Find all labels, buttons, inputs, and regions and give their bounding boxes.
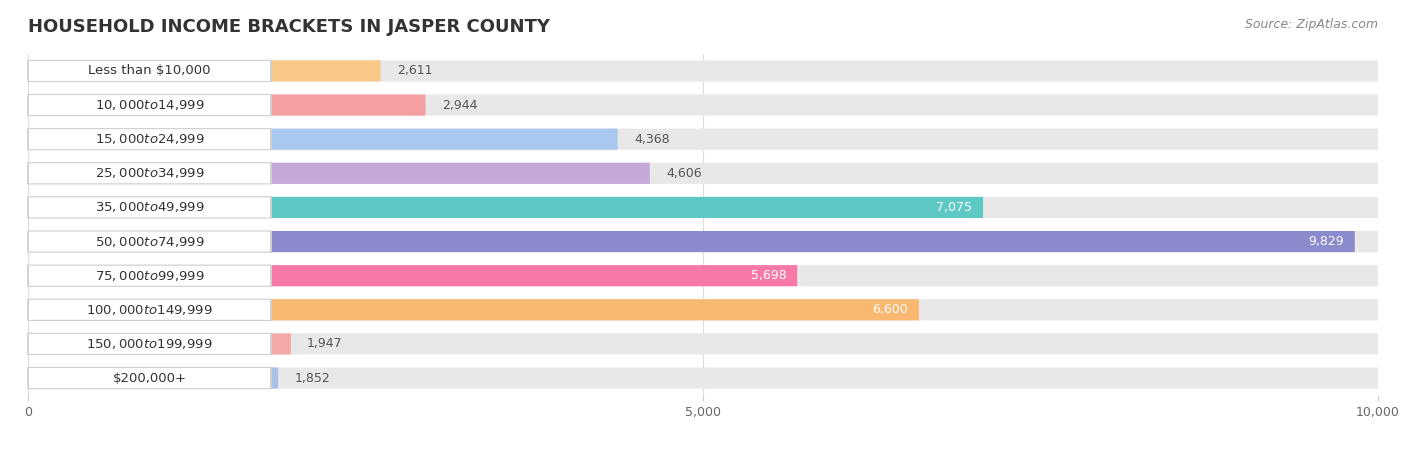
Text: 5,698: 5,698 [751,269,786,282]
FancyBboxPatch shape [28,367,1378,389]
FancyBboxPatch shape [28,299,271,321]
FancyBboxPatch shape [28,163,650,184]
FancyBboxPatch shape [28,128,1378,150]
FancyBboxPatch shape [28,367,278,389]
FancyBboxPatch shape [28,94,426,116]
Text: Source: ZipAtlas.com: Source: ZipAtlas.com [1244,18,1378,31]
Text: $75,000 to $99,999: $75,000 to $99,999 [94,269,204,283]
FancyBboxPatch shape [28,265,1378,286]
FancyBboxPatch shape [28,197,271,218]
FancyBboxPatch shape [28,128,617,150]
Text: $15,000 to $24,999: $15,000 to $24,999 [94,132,204,146]
Text: 1,852: 1,852 [294,372,330,384]
FancyBboxPatch shape [28,333,291,355]
FancyBboxPatch shape [28,231,1378,252]
Text: $100,000 to $149,999: $100,000 to $149,999 [86,303,212,317]
FancyBboxPatch shape [28,128,271,150]
FancyBboxPatch shape [28,231,1355,252]
Text: 4,606: 4,606 [666,167,702,180]
Text: $150,000 to $199,999: $150,000 to $199,999 [86,337,212,351]
Text: $200,000+: $200,000+ [112,372,187,384]
Text: 6,600: 6,600 [872,304,908,316]
FancyBboxPatch shape [28,265,797,286]
FancyBboxPatch shape [28,163,271,184]
FancyBboxPatch shape [28,299,920,321]
Text: 9,829: 9,829 [1309,235,1344,248]
Text: 4,368: 4,368 [634,133,669,145]
FancyBboxPatch shape [28,367,271,389]
Text: 1,947: 1,947 [307,338,343,350]
Text: Less than $10,000: Less than $10,000 [89,65,211,77]
FancyBboxPatch shape [28,299,1378,321]
Text: $25,000 to $34,999: $25,000 to $34,999 [94,166,204,180]
FancyBboxPatch shape [28,60,271,82]
FancyBboxPatch shape [28,94,271,116]
FancyBboxPatch shape [28,197,1378,218]
Text: $50,000 to $74,999: $50,000 to $74,999 [94,234,204,249]
Text: 2,611: 2,611 [396,65,432,77]
Text: $35,000 to $49,999: $35,000 to $49,999 [94,200,204,215]
FancyBboxPatch shape [28,163,1378,184]
FancyBboxPatch shape [28,94,1378,116]
Text: HOUSEHOLD INCOME BRACKETS IN JASPER COUNTY: HOUSEHOLD INCOME BRACKETS IN JASPER COUN… [28,18,550,36]
FancyBboxPatch shape [28,265,271,286]
FancyBboxPatch shape [28,60,1378,82]
Text: 7,075: 7,075 [936,201,973,214]
FancyBboxPatch shape [28,60,381,82]
FancyBboxPatch shape [28,333,1378,355]
FancyBboxPatch shape [28,231,271,252]
Text: 2,944: 2,944 [441,99,477,111]
Text: $10,000 to $14,999: $10,000 to $14,999 [94,98,204,112]
FancyBboxPatch shape [28,333,271,355]
FancyBboxPatch shape [28,197,983,218]
